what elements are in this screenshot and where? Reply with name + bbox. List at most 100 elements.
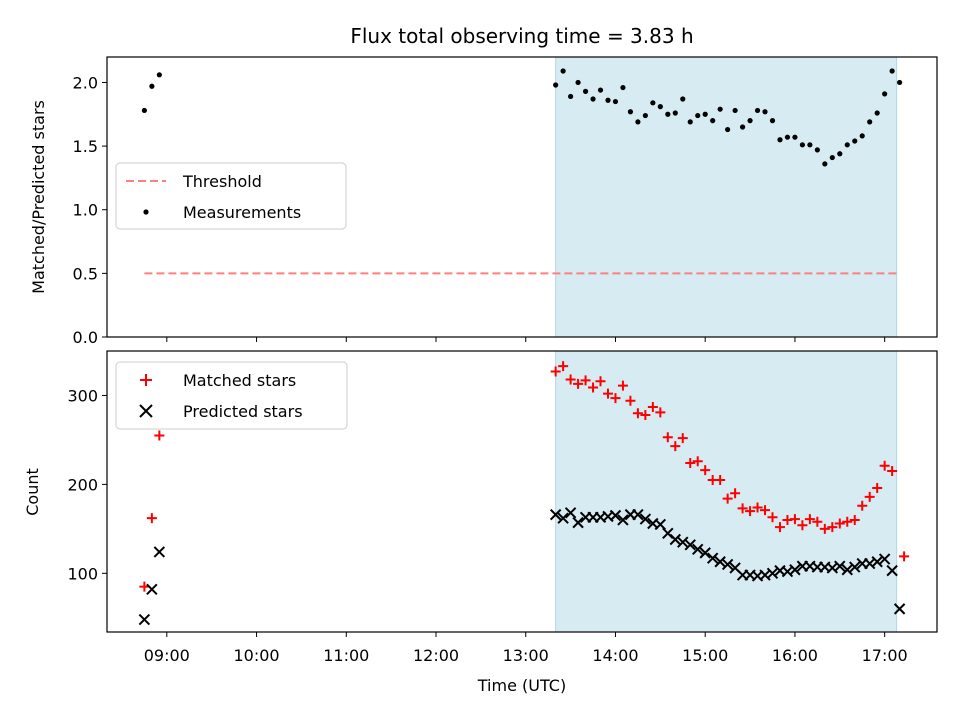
matched-star-point (789, 514, 800, 525)
legend-label: Measurements (183, 203, 301, 222)
matched-star-point (797, 520, 808, 531)
measurement-point (627, 109, 634, 115)
measurement-point (710, 118, 716, 124)
matched-star-point (849, 514, 860, 525)
matched-star-point (834, 518, 845, 529)
measurement-point (665, 111, 671, 117)
predicted-star-point (789, 564, 801, 576)
measurement-point (612, 98, 619, 105)
matched-star-point (864, 491, 875, 502)
matched-star-point (827, 522, 838, 533)
y-tick-label: 2.0 (73, 73, 98, 92)
matched-star-point (625, 395, 636, 406)
measurement-point (829, 154, 835, 161)
x-tick-label: 12:00 (413, 646, 459, 665)
measurement-point (784, 134, 791, 140)
measurement-point (762, 109, 768, 115)
measurement-point (717, 106, 723, 112)
predicted-star-point (549, 508, 562, 521)
matched-star-point (715, 474, 726, 485)
measurement-point (590, 96, 596, 102)
x-tick-label: 16:00 (772, 646, 818, 665)
matched-star-point (647, 402, 658, 413)
legend-label: Matched stars (183, 371, 296, 390)
predicted-star-point (153, 546, 166, 558)
x-tick-label: 14:00 (592, 646, 638, 665)
matched-star-point (640, 410, 651, 421)
top-y-axis-label: Matched/Predicted stars (29, 100, 48, 294)
measurement-point (867, 119, 873, 125)
y-tick-label: 0.0 (73, 328, 98, 347)
y-tick-label: 300 (67, 386, 98, 405)
x-tick-label: 15:00 (682, 646, 728, 665)
x-tick-label: 09:00 (144, 646, 190, 665)
measurement-point (837, 151, 843, 157)
predicted-star-point (564, 507, 577, 519)
matched-star-point (767, 512, 778, 523)
matched-star-point (550, 366, 561, 377)
measurement-point (657, 104, 663, 110)
measurement-point (650, 100, 656, 106)
predicted-star-point (834, 560, 846, 572)
measurement-point (680, 96, 686, 102)
x-tick-label: 10:00 (233, 646, 279, 665)
legend: Threshold Measurements (115, 162, 347, 230)
measurement-point (769, 118, 776, 124)
x-axis-label: Time (UTC) (477, 676, 566, 695)
legend: Matched stars Predicted stars (115, 361, 348, 430)
legend-matched-swatch (140, 374, 152, 386)
predicted-star-point (617, 514, 629, 526)
predicted-star-point (677, 536, 689, 548)
x-tick-label: 13:00 (503, 646, 549, 665)
y-tick-label: 0.5 (73, 264, 98, 283)
measurement-point (844, 142, 850, 148)
matched-star-point (745, 506, 756, 517)
legend-measurement-swatch (143, 209, 149, 215)
matched-star-point (812, 516, 823, 527)
measurement-point (747, 118, 753, 124)
measurement-point (605, 97, 611, 103)
plot-frame (106, 56, 938, 338)
top-panel: 0.0 0.5 1.0 1.5 2.0 Threshold Measurements (73, 56, 938, 347)
predicted-star-point (841, 564, 853, 576)
measurement-point (874, 110, 880, 116)
matched-star-point (752, 502, 763, 513)
matched-star-point (857, 500, 868, 511)
legend-box (115, 361, 348, 430)
measurement-point (777, 137, 783, 143)
predicted-star-point (871, 556, 883, 568)
y-tick-label: 1.0 (73, 201, 98, 220)
predicted-star-point (684, 539, 696, 551)
measurement-point (897, 79, 903, 86)
measurement-point (597, 87, 604, 93)
predicted-star-point (632, 508, 644, 521)
matched-star-point (558, 361, 569, 372)
matched-star-point (139, 581, 150, 592)
legend-label: Predicted stars (183, 402, 303, 421)
measurement-point (141, 107, 147, 114)
matched-star-point (588, 382, 599, 393)
predicted-star-point (146, 583, 158, 596)
matched-star-point (617, 380, 628, 391)
matched-star-point (722, 493, 733, 504)
matched-star-point (700, 465, 711, 476)
measurement-point (702, 111, 708, 117)
shaded-region (555, 57, 897, 337)
predicted-star-point (572, 516, 584, 529)
predicted-star-point (706, 552, 719, 564)
measurement-point (754, 107, 761, 114)
matched-star-point (899, 551, 910, 562)
matched-star-point (655, 407, 666, 418)
measurement-point (859, 133, 865, 139)
matched-star-point (146, 513, 157, 524)
matched-star-point (737, 503, 748, 514)
matched-star-point (565, 374, 576, 385)
measurement-point (814, 147, 820, 153)
matched-star-point (670, 441, 681, 452)
predicted-star-point (699, 547, 711, 559)
y-tick-label: 100 (67, 564, 98, 583)
measurement-point (852, 138, 858, 144)
predicted-star-point (609, 509, 622, 522)
measurement-point (149, 83, 155, 89)
